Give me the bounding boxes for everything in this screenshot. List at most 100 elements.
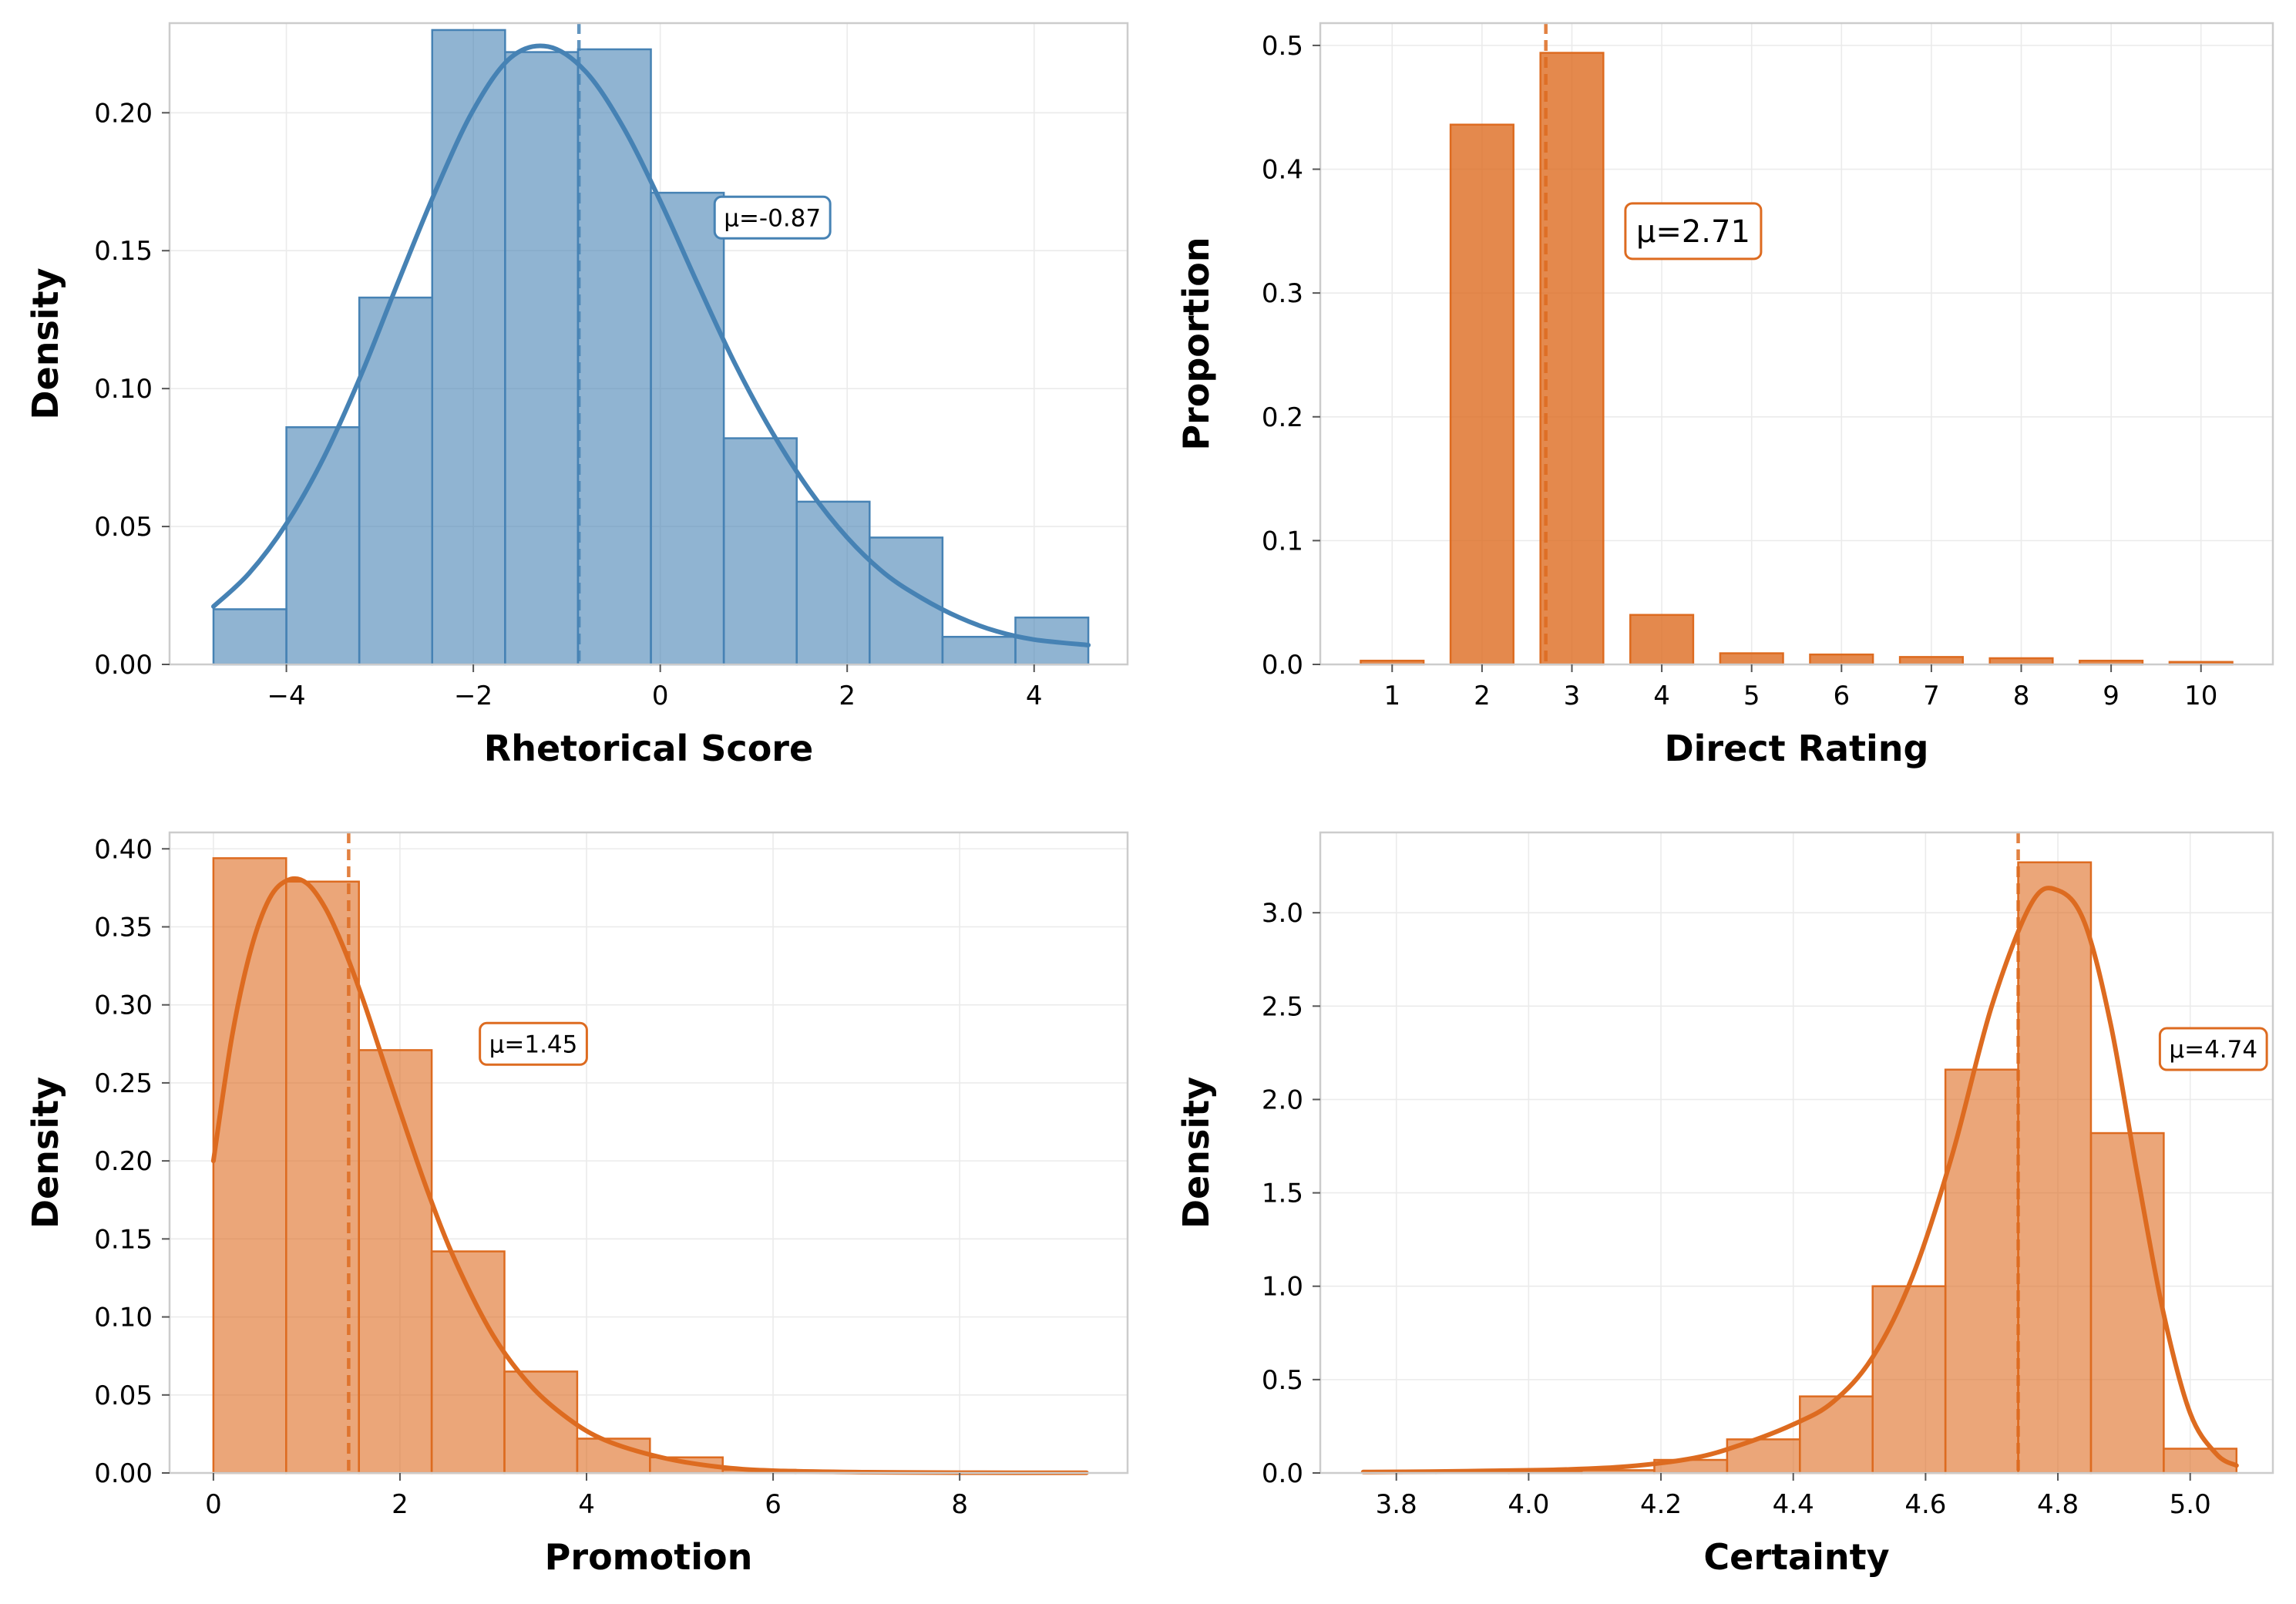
y-tick-label: 2.0 [1262, 1084, 1303, 1115]
histogram-bar [1873, 1286, 1945, 1473]
y-tick-label: 0.00 [94, 650, 153, 681]
bars [1360, 53, 2232, 664]
bar [1630, 615, 1693, 664]
histogram-bar [797, 502, 870, 664]
y-tick-label: 0.00 [94, 1458, 153, 1489]
histogram-bar [505, 1371, 577, 1473]
x-tick-label: 8 [951, 1489, 968, 1520]
mean-label-text: μ=-0.87 [724, 204, 821, 232]
x-tick-label: 10 [2184, 681, 2217, 711]
x-tick-label: 8 [2013, 681, 2030, 711]
x-tick-label: 4.4 [1773, 1489, 1814, 1520]
y-tick-label: 0.05 [94, 1380, 153, 1411]
x-tick-label: 4 [1026, 681, 1043, 711]
y-tick-label: 0.5 [1262, 31, 1303, 62]
y-tick-label: 0.15 [94, 236, 153, 267]
mean-label-text: μ=4.74 [2169, 1036, 2257, 1064]
y-tick-label: 0.0 [1262, 1458, 1303, 1489]
bar [1451, 125, 1514, 664]
x-tick-label: 4.2 [1640, 1489, 1682, 1520]
y-tick-label: 1.0 [1262, 1272, 1303, 1303]
histogram-bar [505, 52, 578, 664]
x-tick-label: 4 [1653, 681, 1670, 711]
histogram-bar [2091, 1133, 2163, 1473]
bar [1720, 654, 1783, 664]
y-axis-title: Density [25, 267, 66, 419]
x-tick-label: 4.0 [1508, 1489, 1549, 1520]
x-axis-title: Rhetorical Score [484, 728, 813, 769]
histogram-bar [2019, 863, 2091, 1473]
x-tick-label: 3 [1564, 681, 1581, 711]
y-tick-label: 0.20 [94, 1146, 153, 1177]
x-tick-label: 7 [1923, 681, 1940, 711]
y-axis: 0.00 0.05 0.10 0.15 0.20 0.25 0.30 0.35 0.40 [94, 834, 170, 1489]
x-tick-label: 4.6 [1904, 1489, 1946, 1520]
y-tick-label: 0.25 [94, 1068, 153, 1099]
x-tick-label: −4 [267, 681, 306, 711]
mean-label: μ=2.71 [1625, 203, 1761, 259]
mean-label-text: μ=2.71 [1636, 214, 1750, 250]
y-axis-title: Density [25, 1077, 66, 1229]
y-tick-label: 0.5 [1262, 1365, 1303, 1396]
y-tick-label: 0.1 [1262, 526, 1303, 557]
x-axis-title: Certainty [1703, 1536, 1889, 1578]
y-tick-label: 0.4 [1262, 155, 1303, 186]
x-tick-label: 0 [205, 1489, 222, 1520]
x-tick-label: 5 [1743, 681, 1760, 711]
x-tick-label: 6 [765, 1489, 782, 1520]
mean-label: μ=1.45 [480, 1023, 587, 1064]
x-tick-label: 6 [1833, 681, 1850, 711]
y-tick-label: 2.5 [1262, 991, 1303, 1022]
x-axis-title: Promotion [545, 1536, 753, 1578]
x-tick-label: 1 [1383, 681, 1400, 711]
histogram-bar [869, 537, 943, 664]
histogram-bar [943, 637, 1016, 664]
mean-label: μ=-0.87 [714, 197, 830, 238]
x-tick-label: 4 [578, 1489, 595, 1520]
x-tick-label: 3.8 [1376, 1489, 1417, 1520]
y-tick-label: 0.35 [94, 912, 153, 943]
histogram-bar [213, 609, 287, 664]
histogram-bar [432, 30, 506, 664]
x-tick-label: 9 [2103, 681, 2120, 711]
y-tick-label: 0.3 [1262, 278, 1303, 309]
y-tick-label: 3.0 [1262, 898, 1303, 929]
bar [1810, 654, 1873, 664]
histogram-bar [1945, 1070, 2018, 1473]
y-tick-label: 0.0 [1262, 650, 1303, 681]
y-tick-label: 0.40 [94, 834, 153, 865]
bars [213, 30, 1088, 664]
y-tick-label: 0.05 [94, 512, 153, 543]
x-tick-label: −2 [454, 681, 492, 711]
y-tick-label: 0.10 [94, 1303, 153, 1333]
bars [1363, 863, 2237, 1473]
histogram-bar [724, 439, 797, 664]
mean-label-text: μ=1.45 [489, 1031, 578, 1058]
x-tick-label: 5.0 [2170, 1489, 2211, 1520]
x-tick-label: 2 [839, 681, 856, 711]
y-tick-label: 0.10 [94, 374, 153, 405]
y-axis: 0.00 0.05 0.10 0.15 0.20 [94, 98, 170, 681]
y-axis-title: Density [1175, 1077, 1217, 1229]
y-tick-label: 0.15 [94, 1224, 153, 1255]
x-axis: 1 2 3 4 5 6 7 8 9 10 [1383, 664, 2217, 711]
histogram-bar [1800, 1397, 1872, 1473]
x-tick-label: 2 [1474, 681, 1491, 711]
y-tick-label: 1.5 [1262, 1179, 1303, 1209]
bar [1900, 657, 1963, 664]
y-tick-label: 0.30 [94, 990, 153, 1021]
y-tick-label: 0.20 [94, 98, 153, 129]
mean-label: μ=4.74 [2160, 1028, 2267, 1070]
y-axis-title: Proportion [1175, 237, 1217, 450]
y-axis: 0.0 0.5 1.0 1.5 2.0 2.5 3.0 [1262, 898, 1320, 1489]
x-axis-title: Direct Rating [1664, 728, 1928, 769]
histogram-bar [578, 49, 651, 664]
